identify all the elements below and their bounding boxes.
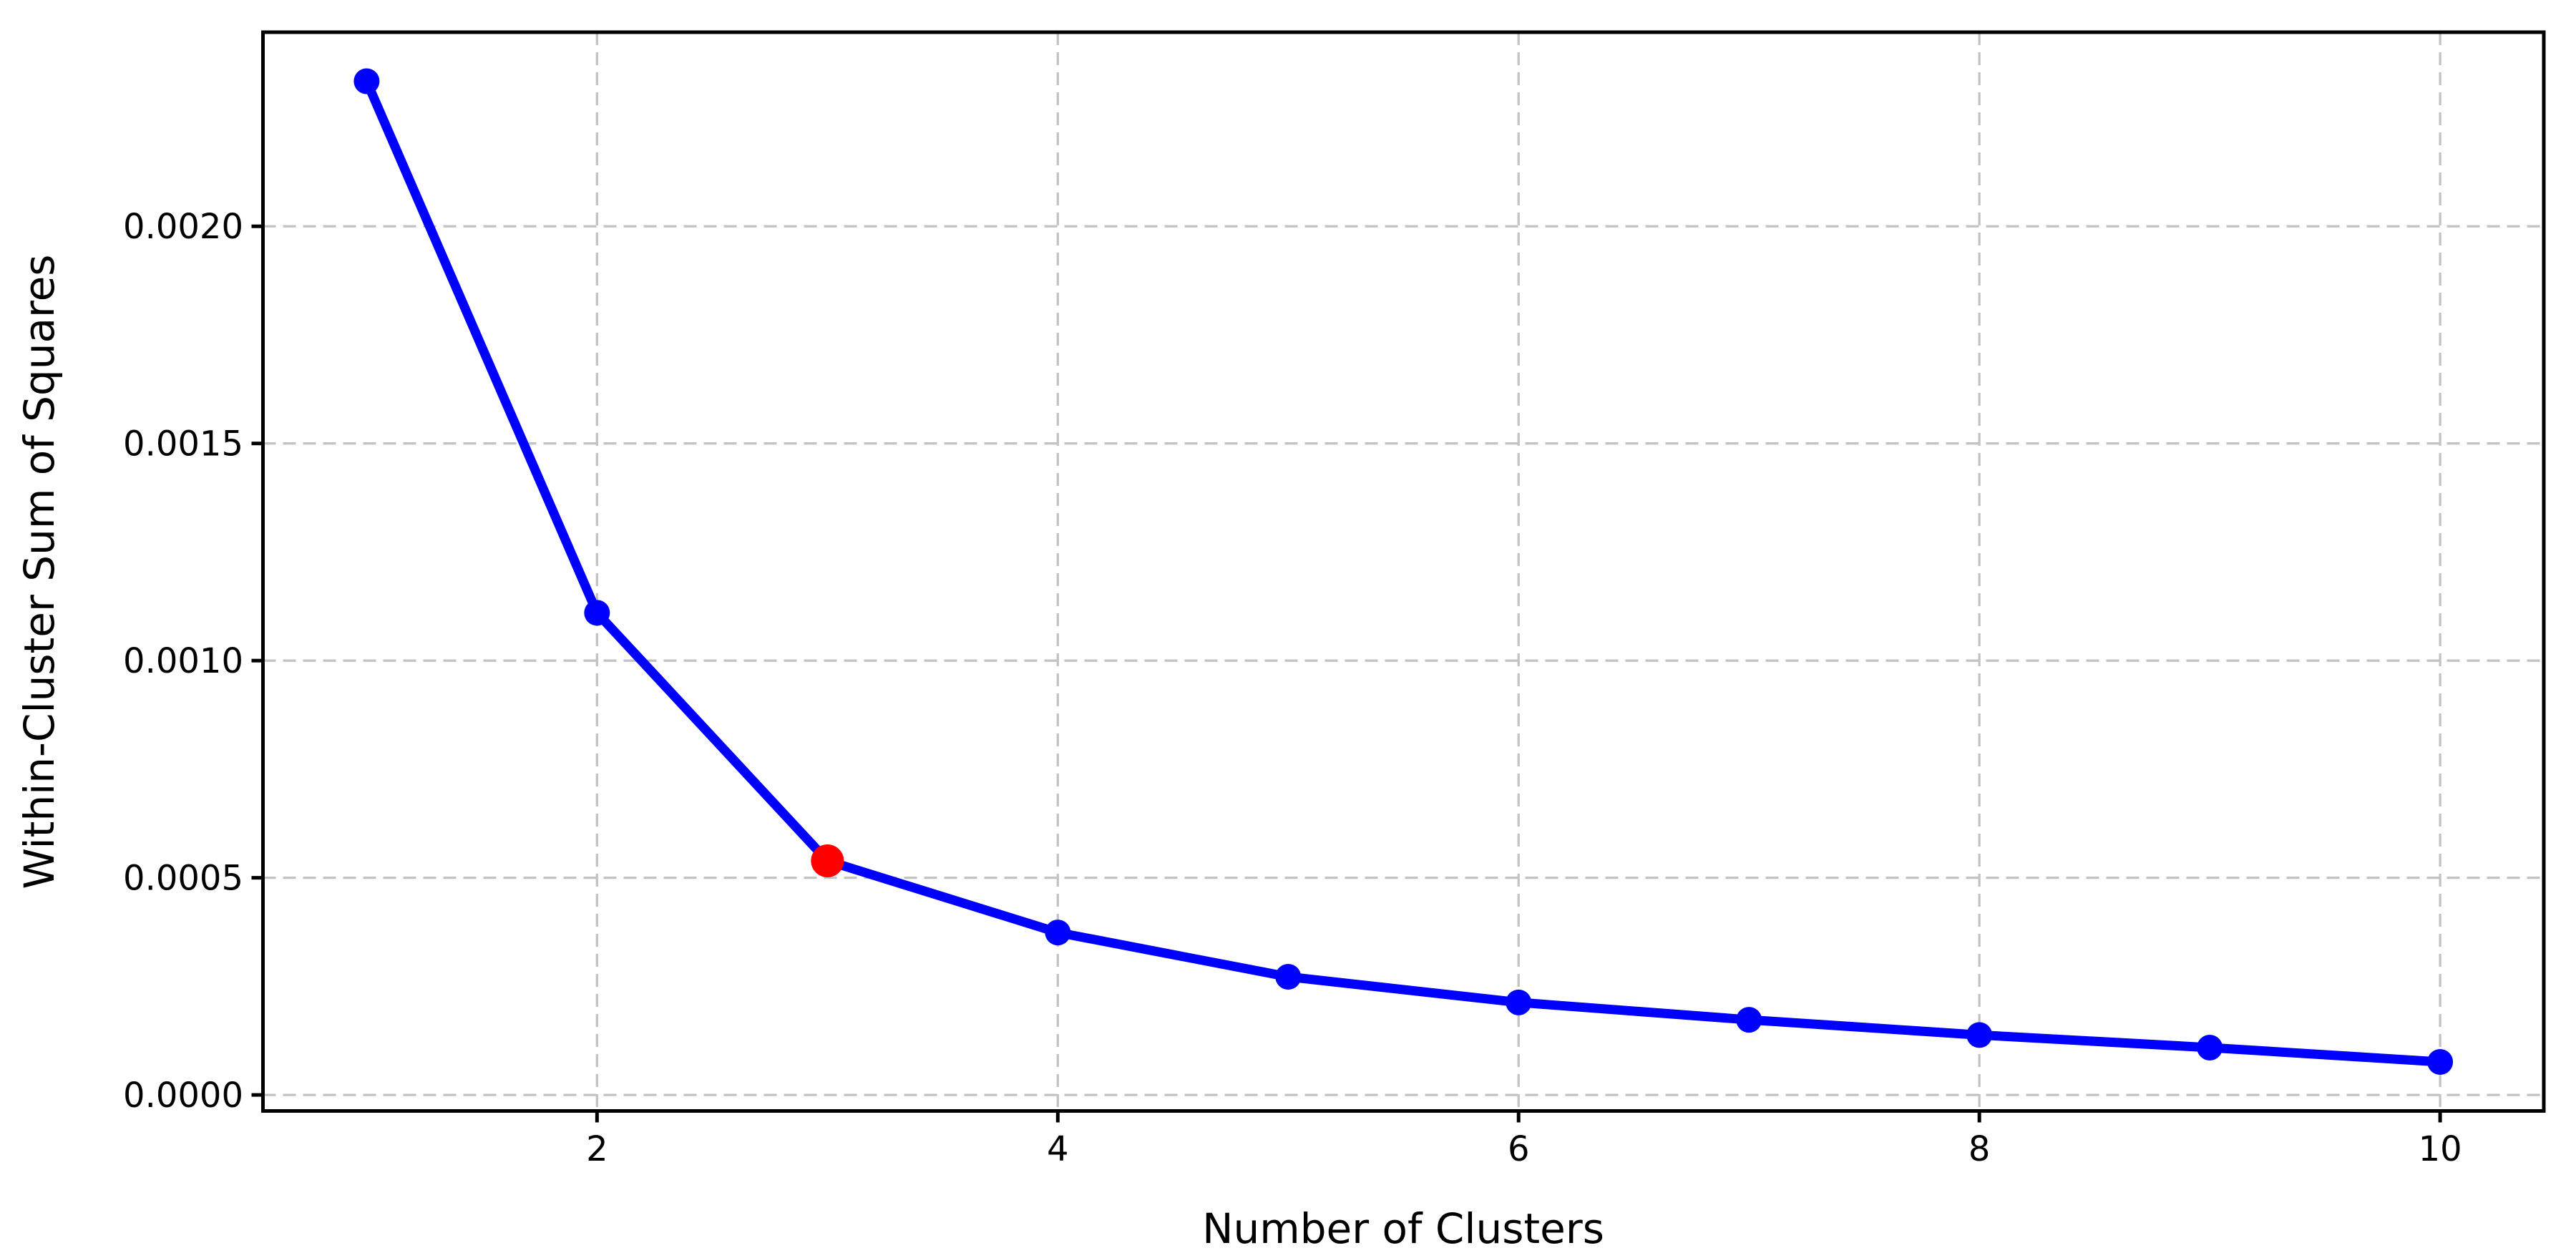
- x-tick-label: 8: [1968, 1129, 1991, 1169]
- data-point-marker: [584, 600, 610, 626]
- x-tick-label: 2: [586, 1129, 608, 1169]
- x-axis-label: Number of Clusters: [1202, 1204, 1604, 1253]
- y-tick-label: 0.0005: [123, 859, 243, 899]
- x-tick-label: 10: [2419, 1129, 2462, 1169]
- x-tick-label: 6: [1508, 1129, 1530, 1169]
- y-tick-label: 0.0010: [123, 641, 243, 681]
- wcss-line-series: [353, 68, 2454, 1075]
- y-tick-label: 0.0000: [123, 1076, 243, 1116]
- data-point-marker: [1275, 964, 1302, 990]
- data-point-marker: [1045, 920, 1071, 946]
- data-point-marker: [2427, 1048, 2454, 1075]
- grid-layer: [263, 32, 2544, 1111]
- x-tick-label: 4: [1047, 1129, 1069, 1169]
- y-tick-label: 0.0020: [123, 207, 243, 247]
- data-point-marker: [1506, 989, 1532, 1015]
- data-point-marker: [1736, 1007, 1762, 1033]
- plot-border: [261, 30, 2546, 1113]
- y-axis-label: Within-Cluster Sum of Squares: [15, 254, 64, 889]
- wcss-line: [361, 77, 2445, 1067]
- elbow-highlight-marker: [811, 844, 844, 877]
- data-point-marker: [2197, 1034, 2223, 1061]
- data-point-marker: [1966, 1022, 1993, 1048]
- tick-layer: 2 4 6 8 10 0.0000 0.0005 0.0010 0.0015 0.0020: [123, 207, 2462, 1169]
- data-point-marker: [353, 68, 380, 94]
- y-tick-label: 0.0015: [123, 424, 243, 464]
